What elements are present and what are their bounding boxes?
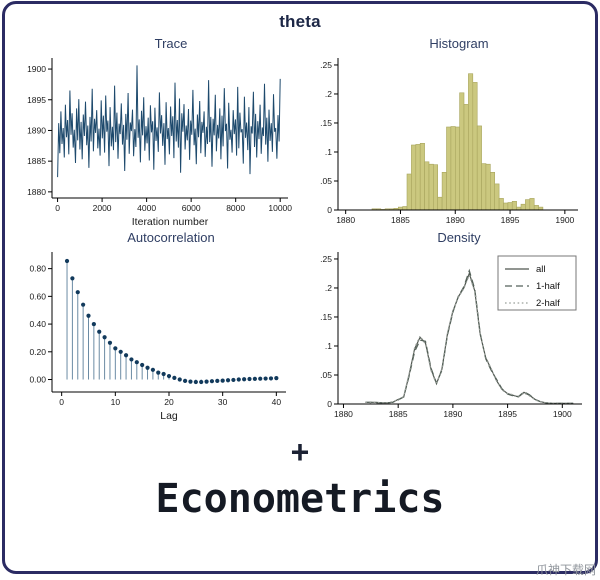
svg-text:.05: .05 bbox=[320, 370, 332, 380]
svg-text:1890: 1890 bbox=[27, 125, 46, 135]
svg-text:0: 0 bbox=[59, 397, 64, 407]
svg-text:.1: .1 bbox=[325, 341, 332, 351]
svg-text:all: all bbox=[536, 264, 546, 275]
svg-text:4000: 4000 bbox=[137, 203, 156, 213]
svg-text:1880: 1880 bbox=[27, 187, 46, 197]
svg-text:Lag: Lag bbox=[160, 410, 178, 422]
svg-text:0: 0 bbox=[327, 205, 332, 215]
svg-text:.15: .15 bbox=[320, 118, 332, 128]
svg-text:0.00: 0.00 bbox=[29, 375, 46, 385]
svg-text:1900: 1900 bbox=[553, 409, 572, 419]
panel-histogram: Histogram 0 .05 .1 .15 .2 .25 1880 1885 1890 1895… bbox=[300, 34, 594, 228]
svg-text:40: 40 bbox=[272, 397, 282, 407]
svg-text:Iteration number: Iteration number bbox=[132, 216, 209, 228]
svg-text:1885: 1885 bbox=[389, 409, 408, 419]
svg-text:10: 10 bbox=[111, 397, 121, 407]
svg-text:.25: .25 bbox=[320, 60, 332, 70]
svg-text:1-half: 1-half bbox=[536, 281, 560, 292]
plus-sign: + bbox=[290, 434, 310, 470]
svg-text:1895: 1895 bbox=[501, 215, 520, 225]
diagnostics-grid: Trace 1880 1885 1890 1895 1900 0 2000 4000 6000 8… bbox=[6, 34, 594, 422]
panel-title-density: Density bbox=[437, 230, 481, 245]
svg-text:1890: 1890 bbox=[443, 409, 462, 419]
histogram-chart: 0 .05 .1 .15 .2 .25 1880 1885 1890 1895 1900 bbox=[320, 58, 578, 225]
figure-title: theta bbox=[279, 12, 321, 31]
svg-text:1895: 1895 bbox=[498, 409, 517, 419]
figure-content: theta Trace 1880 1885 1890 1895 1900 0 2000 400… bbox=[6, 4, 594, 572]
svg-text:.15: .15 bbox=[320, 312, 332, 322]
svg-text:0.40: 0.40 bbox=[29, 319, 46, 329]
svg-text:8000: 8000 bbox=[226, 203, 245, 213]
svg-text:.05: .05 bbox=[320, 176, 332, 186]
svg-text:1880: 1880 bbox=[336, 215, 355, 225]
svg-text:20: 20 bbox=[164, 397, 174, 407]
panel-autocorrelation: Autocorrelation 0.00 0.20 0.40 0.60 0.80 0 10 2… bbox=[6, 228, 300, 422]
svg-text:0.80: 0.80 bbox=[29, 264, 46, 274]
svg-text:1890: 1890 bbox=[446, 215, 465, 225]
panel-density: Density all 1-half 2-half 0 .05 .1 .15 .2 .25 188… bbox=[300, 228, 594, 422]
autocorrelation-chart: 0.00 0.20 0.40 0.60 0.80 0 10 20 30 40 Lag bbox=[29, 252, 286, 422]
svg-text:10000: 10000 bbox=[268, 203, 292, 213]
svg-text:.2: .2 bbox=[325, 89, 332, 99]
svg-text:.2: .2 bbox=[325, 283, 332, 293]
svg-text:1895: 1895 bbox=[27, 95, 46, 105]
svg-text:30: 30 bbox=[218, 397, 228, 407]
trace-chart: 1880 1885 1890 1895 1900 0 2000 4000 6000 8000 100… bbox=[27, 58, 292, 228]
svg-text:1880: 1880 bbox=[334, 409, 353, 419]
panel-title-histogram: Histogram bbox=[429, 36, 489, 51]
svg-text:.1: .1 bbox=[325, 147, 332, 157]
svg-text:1885: 1885 bbox=[27, 156, 46, 166]
svg-text:1885: 1885 bbox=[391, 215, 410, 225]
svg-text:1900: 1900 bbox=[555, 215, 574, 225]
svg-text:1900: 1900 bbox=[27, 64, 46, 74]
svg-text:0.60: 0.60 bbox=[29, 291, 46, 301]
panel-trace: Trace 1880 1885 1890 1895 1900 0 2000 4000 6000 8… bbox=[6, 34, 300, 228]
svg-text:0: 0 bbox=[55, 203, 60, 213]
svg-text:0: 0 bbox=[327, 399, 332, 409]
density-chart: all 1-half 2-half 0 .05 .1 .15 .2 .25 1880 1885 189… bbox=[320, 252, 582, 419]
svg-text:.25: .25 bbox=[320, 254, 332, 264]
panel-title-trace: Trace bbox=[154, 36, 188, 51]
svg-text:0.20: 0.20 bbox=[29, 347, 46, 357]
svg-text:6000: 6000 bbox=[182, 203, 201, 213]
svg-text:2000: 2000 bbox=[93, 203, 112, 213]
brand-wordmark: Econometrics bbox=[155, 476, 445, 522]
svg-text:2-half: 2-half bbox=[536, 298, 560, 309]
panel-title-autocorrelation: Autocorrelation bbox=[127, 230, 215, 245]
watermark-text: 爪神下载网 bbox=[535, 563, 596, 577]
